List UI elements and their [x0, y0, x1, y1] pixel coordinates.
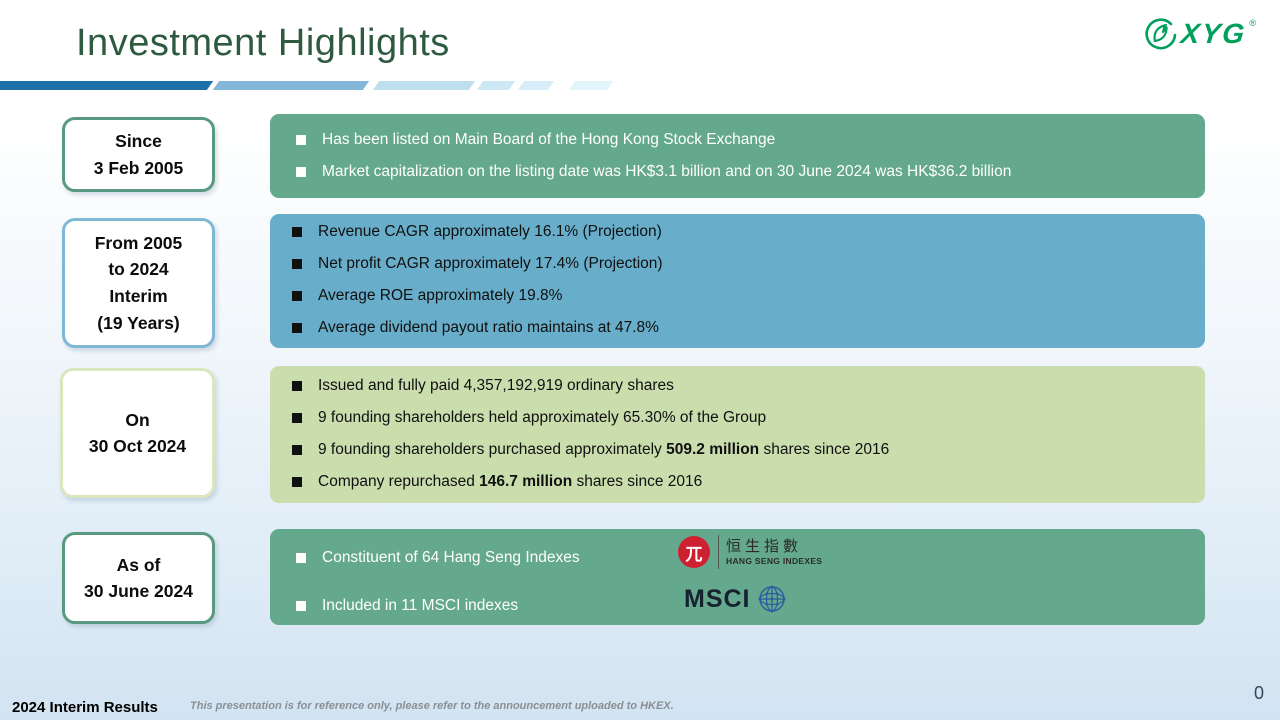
label-line: 30 June 2024: [84, 581, 193, 601]
square-bullet-icon: [292, 259, 302, 269]
company-logo: XYG ®: [1142, 16, 1256, 52]
ribbon-segment: [212, 81, 370, 90]
bullet-item: 9 founding shareholders purchased approx…: [292, 434, 1185, 466]
bullet-text: Net profit CAGR approximately 17.4% (Pro…: [318, 255, 663, 272]
hang-seng-emblem-icon: 兀: [678, 536, 710, 568]
bullet-item: Constituent of 64 Hang Seng Indexes: [296, 542, 1185, 574]
ribbon-segment: [372, 81, 476, 90]
label-line: As of: [116, 554, 161, 575]
header-ribbon: [0, 81, 1280, 90]
footer-disclaimer: This presentation is for reference only,…: [190, 700, 674, 712]
label-line: Since: [115, 131, 162, 152]
bullet-item: 9 founding shareholders held approximate…: [292, 402, 1185, 434]
label-line: 3 Feb 2005: [93, 157, 184, 178]
label-line: On: [125, 409, 150, 430]
label-line: (19 Years): [97, 312, 180, 333]
ribbon-segment: [568, 81, 614, 90]
ribbon-segment: [517, 81, 555, 90]
label-line: 30 Oct 2024: [88, 436, 187, 456]
panel-financial-cagr: Revenue CAGR approximately 16.1% (Projec…: [270, 214, 1205, 348]
square-bullet-icon: [292, 227, 302, 237]
label-line: From 2005: [94, 232, 183, 253]
logo-divider: [718, 535, 719, 569]
bullet-text: Issued and fully paid 4,357,192,919 ordi…: [318, 377, 674, 394]
hang-seng-indexes-logo: 兀 恒生指數 HANG SENG INDEXES: [678, 535, 822, 569]
panel-index-membership: 兀 恒生指數 HANG SENG INDEXES MSCI C: [270, 529, 1205, 625]
label-line: Interim: [109, 286, 168, 306]
bullet-item: Company repurchased 146.7 million shares…: [292, 466, 1185, 498]
square-bullet-icon: [296, 601, 306, 611]
bullet-item: Average dividend payout ratio maintains …: [292, 312, 1185, 344]
bullet-item: Net profit CAGR approximately 17.4% (Pro…: [292, 248, 1185, 280]
bullet-item: Market capitalization on the listing dat…: [296, 156, 1185, 188]
ribbon-segment: [0, 81, 214, 90]
bullet-text: Has been listed on Main Board of the Hon…: [322, 131, 776, 148]
registered-trademark-mark: ®: [1249, 18, 1256, 28]
square-bullet-icon: [296, 135, 306, 145]
footer-report-title: 2024 Interim Results: [12, 699, 158, 716]
square-bullet-icon: [292, 291, 302, 301]
msci-globe-icon: [758, 585, 785, 613]
square-bullet-icon: [292, 381, 302, 391]
square-bullet-icon: [296, 167, 306, 177]
bullet-item: Revenue CAGR approximately 16.1% (Projec…: [292, 216, 1185, 248]
bullet-item: Has been listed on Main Board of the Hon…: [296, 124, 1185, 156]
bullet-text: Revenue CAGR approximately 16.1% (Projec…: [318, 223, 662, 240]
bullet-text: 9 founding shareholders purchased approx…: [318, 441, 890, 458]
hang-seng-cjk-text: 恒生指數: [726, 537, 803, 555]
xyg-leaf-icon: [1145, 18, 1177, 50]
bullet-text: Included in 11 MSCI indexes: [322, 597, 519, 614]
timeline-label-2005-2024: From 2005 to 2024 Interim (19 Years): [62, 218, 215, 348]
ribbon-segment: [476, 81, 516, 90]
bullet-text: Average dividend payout ratio maintains …: [318, 319, 659, 336]
square-bullet-icon: [296, 553, 306, 563]
timeline-label-30-june-2024: As of 30 June 2024: [62, 532, 215, 624]
msci-logo-text: MSCI: [684, 584, 751, 613]
bullet-text: 9 founding shareholders held approximate…: [318, 409, 767, 426]
bullet-item: Issued and fully paid 4,357,192,919 ordi…: [292, 370, 1185, 402]
bullet-text: Average ROE approximately 19.8%: [318, 287, 563, 304]
bullet-text: Constituent of 64 Hang Seng Indexes: [322, 549, 580, 566]
bullet-text: Company repurchased 146.7 million shares…: [318, 473, 703, 490]
square-bullet-icon: [292, 445, 302, 455]
msci-logo: MSCI: [684, 585, 786, 613]
xyg-logo-text: XYG: [1179, 18, 1249, 49]
hang-seng-latin-text: HANG SENG INDEXES: [726, 556, 823, 567]
bullet-item: Included in 11 MSCI indexes: [296, 590, 1185, 622]
timeline-label-30-oct-2024: On 30 Oct 2024: [60, 368, 215, 498]
square-bullet-icon: [292, 477, 302, 487]
square-bullet-icon: [292, 413, 302, 423]
label-line: to 2024: [108, 259, 169, 280]
panel-shareholding: Issued and fully paid 4,357,192,919 ordi…: [270, 366, 1205, 503]
square-bullet-icon: [292, 323, 302, 333]
page-title: Investment Highlights: [76, 22, 450, 64]
bullet-text: Market capitalization on the listing dat…: [322, 163, 1012, 180]
timeline-label-since-2005: Since 3 Feb 2005: [62, 117, 215, 192]
page-number: 0: [1253, 683, 1264, 703]
bullet-item: Average ROE approximately 19.8%: [292, 280, 1185, 312]
panel-listing-history: Has been listed on Main Board of the Hon…: [270, 114, 1205, 198]
